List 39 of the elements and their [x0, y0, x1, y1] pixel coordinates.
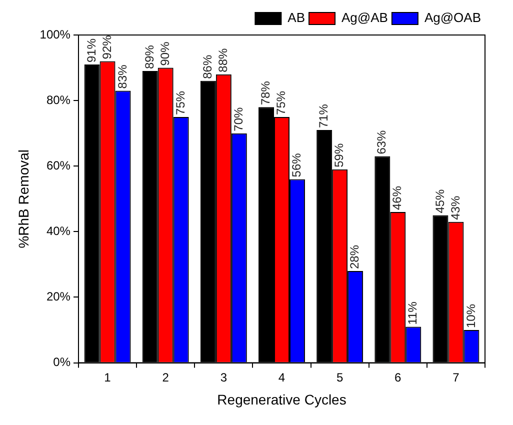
- y-tick-label: 40%: [46, 224, 71, 238]
- x-tick-label: 4: [278, 370, 286, 384]
- y-axis-title: %RhB Removal: [15, 149, 32, 248]
- x-tick-label: 5: [336, 370, 344, 384]
- data-label: 11%: [406, 301, 420, 325]
- data-label: 75%: [274, 90, 288, 115]
- x-tick-label: 7: [452, 370, 460, 384]
- data-label: 75%: [173, 90, 188, 115]
- data-label: 88%: [216, 48, 230, 72]
- x-tick-label: 2: [162, 370, 170, 384]
- data-label: 56%: [290, 152, 304, 178]
- y-tick-label: 80%: [46, 92, 71, 107]
- y-tick-label: 60%: [46, 158, 71, 172]
- x-tick-label: 1: [104, 370, 112, 384]
- data-label: 90%: [158, 41, 172, 66]
- data-label: 86%: [200, 54, 214, 79]
- y-tick-label: 20%: [46, 290, 71, 304]
- data-label: 63%: [374, 130, 389, 154]
- data-label: 92%: [100, 34, 114, 60]
- data-label: 28%: [348, 244, 362, 270]
- data-label: 59%: [332, 143, 346, 168]
- y-tick-label: 0%: [53, 355, 71, 370]
- data-label: 83%: [115, 64, 130, 89]
- data-label: 78%: [258, 80, 273, 106]
- y-tick-label: 100%: [40, 27, 71, 42]
- data-label: 46%: [390, 186, 404, 210]
- data-label: 89%: [142, 44, 156, 70]
- data-label: 91%: [84, 38, 98, 62]
- x-tick-label: 6: [394, 370, 402, 384]
- x-tick-label: 3: [220, 370, 228, 384]
- data-label: 45%: [432, 188, 447, 214]
- data-label: 70%: [231, 106, 246, 132]
- data-label: 71%: [316, 104, 331, 128]
- x-axis-title: Regenerative Cycles: [217, 391, 346, 408]
- legend-label: AB: [288, 10, 306, 26]
- legend-label: Ag@AB: [342, 10, 388, 26]
- data-label: 43%: [448, 196, 462, 220]
- legend-label: Ag@OAB: [424, 10, 482, 26]
- data-label: 10%: [464, 304, 478, 328]
